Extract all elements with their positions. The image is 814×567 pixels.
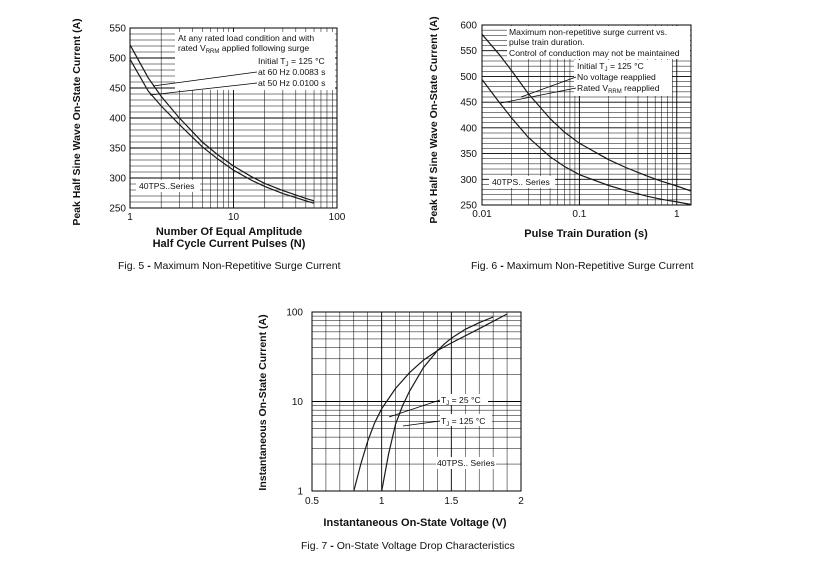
caption-fig5: Fig. 5- Maximum Non-Repetitive Surge Curr… xyxy=(118,260,341,272)
fig6-y-axis-label: Peak Half Sine Wave On-State Current (A) xyxy=(428,16,440,223)
fig6-leader-no-voltage xyxy=(520,76,577,98)
caption-fig6-prefix: Fig. 6 xyxy=(471,260,498,272)
fig7-series-label-bg xyxy=(436,457,496,469)
fig6-annotation-bg-right xyxy=(574,60,672,96)
fig7-y-axis-label: Instantaneous On-State Current (A) xyxy=(257,314,269,490)
fig7-ytick-label: 1 xyxy=(297,487,303,498)
fig5-annotation-line1: At any rated load condition and with xyxy=(178,33,314,43)
fig7-xtick-label: 1.5 xyxy=(444,496,458,507)
figure-6: 250 300 350 400 450 500 550 600 0.01 0.1 1 Peak Hal… xyxy=(400,0,814,280)
fig6-xtick-label: 1 xyxy=(674,209,680,220)
fig5-xtick-label: 100 xyxy=(329,212,346,223)
caption-fig7: Fig. 7- On-State Voltage Drop Characteris… xyxy=(301,540,515,552)
fig6-annotation-tj: Initial TJ = 125 °C xyxy=(577,61,644,73)
fig7-legend-bg-25 xyxy=(440,394,488,405)
fig6-annotation-line1: Maximum non-repetitive surge current vs. xyxy=(509,27,667,37)
fig7-x-axis-label: Instantaneous On-State Voltage (V) xyxy=(323,517,506,529)
chart-fig5: 250 300 350 400 450 500 550 1 10 100 Peak Half Sin… xyxy=(71,18,346,250)
fig5-annotation: At any rated load condition and withrate… xyxy=(175,32,335,90)
fig5-annotation-50hz: at 50 Hz 0.0100 s xyxy=(258,78,325,88)
fig6-annotation-line2: pulse train duration. xyxy=(509,37,584,47)
fig6-xtick-label: 0.01 xyxy=(472,209,492,220)
fig6-x-axis-label: Pulse Train Duration (s) xyxy=(524,228,648,240)
fig6-annotation-line3: Control of conduction may not be maintai… xyxy=(509,48,680,58)
fig5-leader-50hz xyxy=(149,82,258,96)
fig5-ytick-label: 400 xyxy=(109,114,126,125)
fig5-annotation-line2: rated VRRM applied following surge xyxy=(178,43,309,55)
fig7-leader-25c xyxy=(388,399,441,418)
fig6-ytick-label: 250 xyxy=(460,201,477,212)
fig6-annotation-bg-top xyxy=(507,26,690,59)
fig5-plot-frame xyxy=(129,27,338,209)
fig5-series-label: 40TPS..Series xyxy=(139,181,194,191)
fig6-series-label: 40TPS.. Series xyxy=(492,177,550,187)
fig6-ytick-label: 350 xyxy=(460,149,477,160)
fig7-ytick-label: 100 xyxy=(286,308,303,319)
fig6-xtick-label: 0.1 xyxy=(572,209,586,220)
fig5-ytick-label: 300 xyxy=(109,174,126,185)
fig5-curve-2 xyxy=(129,58,315,204)
fig6-ytick-label: 400 xyxy=(460,123,477,134)
fig7-curve-2 xyxy=(353,313,508,492)
caption-fig7-bullet: - xyxy=(330,540,334,552)
fig6-ytick-label: 300 xyxy=(460,175,477,186)
fig5-ytick-label: 550 xyxy=(109,24,126,35)
fig7-curve-1 xyxy=(381,316,494,492)
fig7-leader-125c xyxy=(402,420,441,427)
fig5-annotation-bg xyxy=(175,32,335,90)
fig5-y-axis-label: Peak Half Sine Wave On-State Current (A) xyxy=(71,18,83,225)
fig7-legend-label-125c: TJ = 125 °C xyxy=(441,416,485,428)
caption-fig5-text: Maximum Non-Repetitive Surge Current xyxy=(153,260,341,272)
fig5-x-axis-label-line1: Number Of Equal Amplitude xyxy=(156,226,302,238)
caption-fig6: Fig. 6- Maximum Non-Repetitive Surge Curr… xyxy=(471,260,694,272)
fig7-grid xyxy=(312,312,521,491)
fig6-curve-2 xyxy=(481,79,692,206)
fig5-annotation-60hz: at 60 Hz 0.0083 s xyxy=(258,67,325,77)
fig5-xtick-label: 1 xyxy=(127,212,133,223)
caption-fig6-bullet: - xyxy=(500,260,504,272)
fig7-legend-label-25c: TJ = 25 °C xyxy=(441,395,481,407)
fig6-annotation: Maximum non-repetitive surge current vs.… xyxy=(507,26,690,96)
fig5-ytick-label: 350 xyxy=(109,144,126,155)
fig5-series-label-bg xyxy=(136,180,200,192)
fig7-legend-bg-125 xyxy=(440,414,492,426)
caption-fig6-text: Maximum Non-Repetitive Surge Current xyxy=(506,260,694,272)
fig7-series-label: 40TPS.. Series xyxy=(437,458,495,468)
fig7-ytick-label: 10 xyxy=(292,397,304,408)
fig6-ytick-label: 600 xyxy=(460,21,477,32)
fig7-xtick-label: 2 xyxy=(518,496,524,507)
fig7-plot-frame xyxy=(311,311,522,492)
fig5-x-axis-label-line2: Half Cycle Current Pulses (N) xyxy=(153,238,306,250)
fig5-leader-60hz xyxy=(152,71,258,87)
caption-fig7-prefix: Fig. 7 xyxy=(301,540,328,552)
fig5-curve-1 xyxy=(129,44,315,202)
fig5-ytick-label: 250 xyxy=(109,204,126,215)
caption-fig7-text: On-State Voltage Drop Characteristics xyxy=(336,540,515,552)
figure-7: 1 10 100 0.5 1 1.5 2 Instantaneous On-State Cur… xyxy=(240,290,580,540)
fig6-ytick-label: 500 xyxy=(460,72,477,83)
chart-fig6: 250 300 350 400 450 500 550 600 0.01 0.1 1 Peak Hal… xyxy=(428,16,692,240)
caption-fig5-bullet: - xyxy=(147,260,151,272)
fig5-ytick-label: 500 xyxy=(109,54,126,65)
fig6-leader-rated xyxy=(500,87,577,104)
fig5-xtick-label: 10 xyxy=(228,212,240,223)
fig6-curve-1 xyxy=(481,33,692,192)
caption-fig5-prefix: Fig. 5 xyxy=(118,260,145,272)
fig7-xtick-label: 1 xyxy=(379,496,385,507)
fig6-annotation-no-voltage: No voltage reapplied xyxy=(577,72,656,82)
fig5-annotation-tj: Initial TJ = 125 °C xyxy=(258,56,325,68)
fig5-ytick-label: 450 xyxy=(109,84,126,95)
figure-5: 250 300 350 400 450 500 550 1 10 100 Peak Half Sin… xyxy=(0,0,400,280)
fig6-plot-frame xyxy=(481,24,692,206)
fig6-ytick-label: 450 xyxy=(460,98,477,109)
fig6-ytick-label: 550 xyxy=(460,46,477,57)
fig6-series-label-bg xyxy=(489,176,555,188)
fig6-annotation-rated: Rated VRRM reapplied xyxy=(577,83,660,95)
fig7-xtick-label: 0.5 xyxy=(305,496,319,507)
